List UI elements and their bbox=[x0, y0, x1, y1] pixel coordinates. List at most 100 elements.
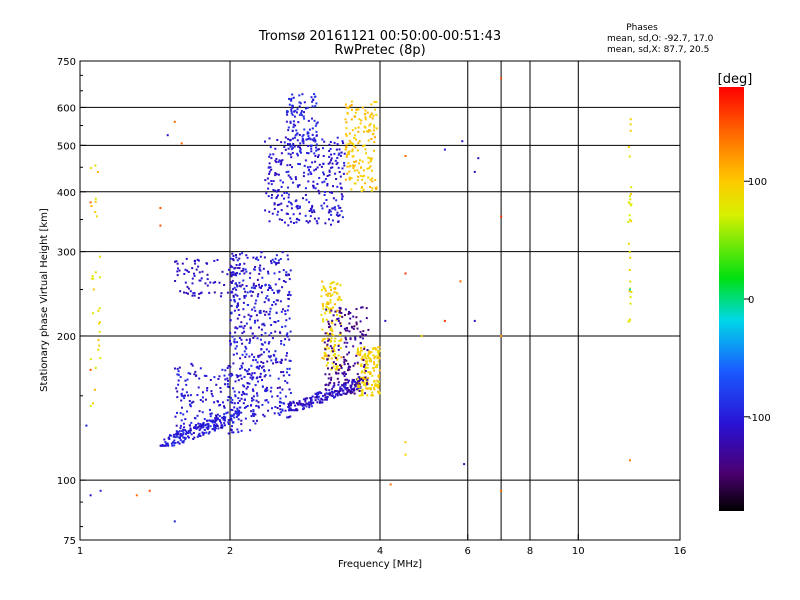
cluster-point-e-trace bbox=[202, 432, 205, 435]
cluster-point-f1-o-lower bbox=[311, 395, 314, 398]
cluster-point-f2-x bbox=[354, 127, 357, 130]
cluster-point-f1-mid bbox=[235, 274, 238, 277]
cluster-point-f1-x bbox=[326, 306, 328, 309]
cluster-point-e-trace bbox=[172, 435, 175, 438]
cluster-point-f1-x bbox=[329, 311, 332, 314]
cluster-point-f2-x bbox=[354, 111, 357, 114]
y-tick-label: 300 bbox=[57, 248, 76, 259]
cluster-point-f-mixed bbox=[351, 326, 354, 329]
cluster-point-f1-o-lower bbox=[290, 409, 293, 412]
cluster-point-f1-x bbox=[325, 309, 328, 312]
cluster-point-f2-low bbox=[317, 189, 320, 192]
cluster-point-e-trace bbox=[167, 436, 170, 439]
cluster-point-f2-low bbox=[302, 175, 305, 178]
cluster-point-f2-x bbox=[364, 118, 367, 121]
cluster-point-f2-high bbox=[308, 128, 311, 131]
cluster-point-e-spread bbox=[251, 388, 254, 391]
cluster-point-e-spread bbox=[189, 372, 192, 375]
cluster-point-f1-upper bbox=[192, 292, 195, 295]
cluster-point-e-spread bbox=[235, 416, 238, 418]
cluster-point-f1-mid bbox=[265, 399, 268, 402]
cluster-point-f1-o-lower bbox=[287, 406, 290, 408]
cluster-point-e-spread bbox=[177, 370, 180, 373]
cluster-point-e-trace bbox=[219, 420, 222, 423]
cluster-point-f2-low bbox=[336, 161, 339, 164]
cluster-point-f1-mid bbox=[276, 361, 279, 364]
cluster-point-f-mixed bbox=[356, 361, 359, 364]
cluster-point-f1-mid bbox=[250, 404, 253, 407]
cluster-point-f1-x-right bbox=[361, 388, 364, 391]
cluster-point-f2-high bbox=[299, 150, 302, 153]
cluster-point-f1-x bbox=[326, 294, 329, 297]
cluster-point-f1-mid bbox=[268, 284, 270, 287]
colorbar bbox=[719, 87, 744, 511]
cluster-point-e-spread bbox=[188, 400, 191, 402]
cluster-point-f2-low bbox=[298, 219, 301, 222]
cluster-point-f2-low bbox=[264, 140, 266, 143]
cluster-point-f1-mid bbox=[256, 319, 259, 322]
cluster-point-f1-mid bbox=[244, 398, 246, 401]
cluster-point-e-trace bbox=[197, 426, 200, 429]
cluster-point-e-spread bbox=[230, 429, 233, 431]
cluster-point-f1-mid bbox=[257, 401, 260, 404]
cluster-point-f2-low bbox=[331, 166, 334, 169]
cluster-point-e-spread bbox=[210, 390, 213, 393]
cluster-point-e-trace bbox=[225, 412, 228, 415]
cluster-point-f2-x bbox=[355, 138, 357, 141]
cluster-point-f-mixed bbox=[339, 364, 341, 367]
cluster-point-f1-x bbox=[331, 362, 334, 365]
cluster-point-f2-low bbox=[332, 207, 335, 210]
cluster-point-f2-x bbox=[347, 162, 350, 165]
cluster-point-f1-o-lower bbox=[302, 408, 304, 411]
cluster-point-f2-x bbox=[369, 157, 372, 160]
cluster-point-f1-mid bbox=[256, 278, 259, 281]
cluster-point-f1-upper bbox=[243, 296, 246, 299]
cluster-point-f2-low bbox=[283, 141, 286, 144]
cluster-point-e-spread bbox=[228, 373, 231, 376]
cluster-point-f1-mid bbox=[286, 371, 288, 374]
cluster-point-f2-x bbox=[362, 130, 365, 133]
cluster-point-f2-low bbox=[337, 215, 340, 217]
cluster-point-f2-x bbox=[345, 121, 348, 124]
cluster-point-f2-low bbox=[338, 148, 341, 151]
cluster-point-e-trace bbox=[185, 430, 188, 433]
colorbar-tick-label: -100 bbox=[748, 413, 771, 424]
cluster-point-f1-mid bbox=[268, 369, 270, 372]
cluster-point-f1-mid bbox=[281, 286, 284, 289]
cluster-point-f2-high bbox=[316, 148, 319, 151]
cluster-point-e-spread bbox=[176, 367, 179, 370]
cluster-point-e-trace bbox=[230, 417, 233, 420]
cluster-point-e-spread bbox=[240, 419, 243, 422]
cluster-point-noise-low-freq bbox=[99, 357, 102, 360]
y-axis-label: Stationary phase Virtual Height [km] bbox=[39, 208, 50, 392]
cluster-point-f1-x bbox=[337, 299, 340, 301]
cluster-point-f-mixed bbox=[364, 370, 367, 372]
cluster-point-e-trace bbox=[220, 424, 223, 427]
cluster-point-f1-x bbox=[322, 338, 325, 341]
cluster-point-f1-mid bbox=[279, 386, 281, 389]
cluster-point-e-trace bbox=[176, 432, 179, 435]
cluster-point-f1-upper bbox=[183, 273, 186, 275]
cluster-point-f1-upper bbox=[232, 271, 235, 274]
cluster-point-f2-low bbox=[278, 159, 281, 162]
cluster-point-f1-mid bbox=[249, 318, 251, 321]
cluster-point-noise-col-12 bbox=[628, 214, 631, 217]
cluster-point-e-trace bbox=[167, 444, 170, 447]
cluster-point-e-trace bbox=[182, 433, 185, 436]
cluster-point-f-mixed bbox=[356, 373, 359, 376]
cluster-point-f-mixed bbox=[344, 358, 346, 361]
cluster-point-f1-o-lower bbox=[292, 400, 295, 403]
cluster-point-e-spread bbox=[209, 412, 212, 415]
cluster-point-f1-mid bbox=[282, 280, 285, 282]
cluster-point-f1-o-lower bbox=[339, 386, 342, 389]
cluster-point-f2-high bbox=[307, 152, 310, 155]
cluster-point-f1-o-lower bbox=[351, 378, 354, 381]
cluster-point-f-mixed bbox=[344, 329, 347, 332]
cluster-point-f1-mid bbox=[264, 341, 267, 344]
cluster-point-f-mixed bbox=[337, 372, 340, 375]
cluster-point-f1-x-right bbox=[377, 381, 380, 384]
cluster-point-e-spread bbox=[224, 369, 227, 372]
cluster-point-e-spread bbox=[175, 424, 178, 427]
cluster-point-f-mixed bbox=[355, 323, 358, 326]
cluster-point-e-trace bbox=[202, 433, 205, 436]
